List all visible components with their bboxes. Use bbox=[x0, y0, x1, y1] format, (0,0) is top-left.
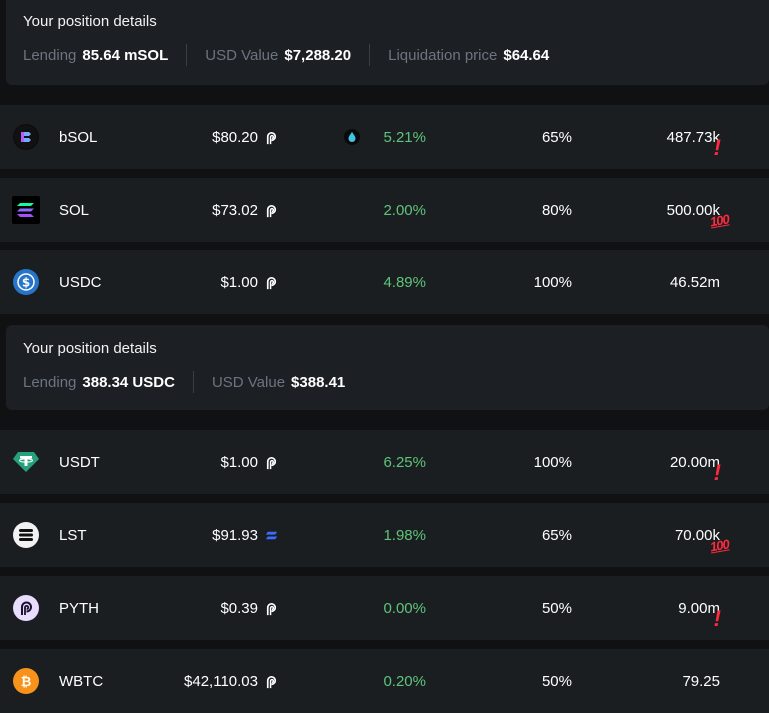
lst-token-icon bbox=[13, 522, 39, 548]
wbtc-token-icon: ₿ bbox=[13, 668, 39, 694]
asset-apy: 0.20% bbox=[383, 672, 426, 690]
asset-price: $42,110.03 bbox=[184, 672, 258, 690]
asset-row-sol[interactable]: SOL $73.02 2.00% 80% 500.00k 100 bbox=[0, 178, 769, 242]
asset-name: WBTC bbox=[59, 672, 104, 690]
asset-row-lst[interactable]: LST $91.93 1.98% 65% 70.00k 100 bbox=[0, 503, 769, 567]
warning-flag-icon: ! bbox=[713, 459, 721, 485]
pyth-token-icon bbox=[13, 595, 39, 621]
asset-row-usdc[interactable]: $ USDC $1.00 4.89% 100% 46.52m bbox=[0, 250, 769, 314]
panel-title: Your position details bbox=[23, 13, 157, 30]
asset-name: bSOL bbox=[59, 128, 98, 146]
asset-ltv: 100% bbox=[533, 453, 572, 471]
asset-price: $80.20 bbox=[212, 128, 258, 146]
asset-liquidity: 487.73k bbox=[666, 128, 720, 146]
asset-row-pyth[interactable]: PYTH $0.39 0.00% 50% 9.00m ! bbox=[0, 576, 769, 640]
divider bbox=[186, 44, 188, 66]
lending-value: 85.64 mSOL bbox=[82, 46, 169, 64]
asset-name: LST bbox=[59, 526, 87, 544]
svg-text:₿: ₿ bbox=[21, 675, 32, 690]
warning-flag-icon: ! bbox=[713, 134, 721, 160]
drop-icon bbox=[344, 129, 360, 145]
hundred-emoji-icon: 100 bbox=[709, 535, 731, 555]
usdt-token-icon bbox=[13, 449, 39, 475]
lending-value: 388.34 USDC bbox=[82, 373, 175, 391]
lending-label: Lending bbox=[23, 373, 77, 391]
liquidation-price-label: Liquidation price bbox=[388, 46, 498, 64]
pyth-icon bbox=[264, 275, 279, 290]
pyth-icon bbox=[264, 674, 279, 689]
asset-price: $0.39 bbox=[220, 599, 258, 617]
position-detail-row: Lending 85.64 mSOL USD Value $7,288.20 L… bbox=[23, 44, 549, 66]
pyth-icon bbox=[264, 203, 279, 218]
asset-apy: 5.21% bbox=[383, 128, 426, 146]
asset-name: USDC bbox=[59, 273, 102, 291]
asset-price: $1.00 bbox=[220, 273, 258, 291]
asset-apy: 2.00% bbox=[383, 201, 426, 219]
asset-name: USDT bbox=[59, 453, 100, 471]
position-details-panel: Your position details Lending 388.34 USD… bbox=[6, 325, 769, 410]
usd-value: $388.41 bbox=[291, 373, 346, 391]
asset-liquidity: 46.52m bbox=[669, 273, 720, 291]
usd-value-label: USD Value bbox=[205, 46, 279, 64]
asset-price: $91.93 bbox=[212, 526, 258, 544]
divider bbox=[192, 371, 194, 393]
asset-ltv: 80% bbox=[541, 201, 572, 219]
pyth-icon bbox=[264, 455, 279, 470]
liquidation-price-value: $64.64 bbox=[503, 46, 550, 64]
switchboard-icon bbox=[264, 528, 279, 543]
asset-name: SOL bbox=[59, 201, 90, 219]
lending-label: Lending bbox=[23, 46, 77, 64]
asset-ltv: 65% bbox=[541, 128, 572, 146]
asset-ltv: 50% bbox=[541, 672, 572, 690]
asset-apy: 0.00% bbox=[383, 599, 426, 617]
asset-apy: 1.98% bbox=[383, 526, 426, 544]
warning-flag-icon: ! bbox=[713, 605, 721, 631]
asset-apy: 4.89% bbox=[383, 273, 426, 291]
asset-price: $73.02 bbox=[212, 201, 258, 219]
hundred-emoji-icon: 100 bbox=[709, 210, 731, 230]
pyth-icon bbox=[264, 130, 279, 145]
position-detail-row: Lending 388.34 USDC USD Value $388.41 bbox=[23, 371, 345, 393]
asset-liquidity: 79.25 bbox=[682, 672, 720, 690]
position-details-panel: Your position details Lending 85.64 mSOL… bbox=[6, 0, 769, 85]
usd-value-label: USD Value bbox=[211, 373, 286, 391]
asset-row-bsol[interactable]: bSOL $80.20 5.21% 65% 487.73k ! bbox=[0, 105, 769, 169]
asset-name: PYTH bbox=[59, 599, 100, 617]
sol-token-icon bbox=[12, 196, 40, 224]
asset-price: $1.00 bbox=[220, 453, 258, 471]
svg-text:$: $ bbox=[22, 276, 30, 290]
asset-liquidity: 9.00m bbox=[678, 599, 720, 617]
bsol-token-icon bbox=[13, 124, 39, 150]
asset-liquidity: 20.00m bbox=[669, 453, 720, 471]
asset-ltv: 50% bbox=[541, 599, 572, 617]
usd-value: $7,288.20 bbox=[284, 46, 352, 64]
asset-liquidity: 70.00k bbox=[674, 526, 720, 544]
asset-liquidity: 500.00k bbox=[666, 201, 720, 219]
asset-row-usdt[interactable]: USDT $1.00 6.25% 100% 20.00m ! bbox=[0, 430, 769, 494]
divider bbox=[369, 44, 371, 66]
asset-row-wbtc[interactable]: ₿ WBTC $42,110.03 0.20% 50% 79.25 bbox=[0, 649, 769, 713]
asset-ltv: 100% bbox=[533, 273, 572, 291]
usdc-token-icon: $ bbox=[13, 269, 39, 295]
asset-ltv: 65% bbox=[541, 526, 572, 544]
asset-apy: 6.25% bbox=[383, 453, 426, 471]
panel-title: Your position details bbox=[23, 340, 157, 357]
pyth-icon bbox=[264, 601, 279, 616]
